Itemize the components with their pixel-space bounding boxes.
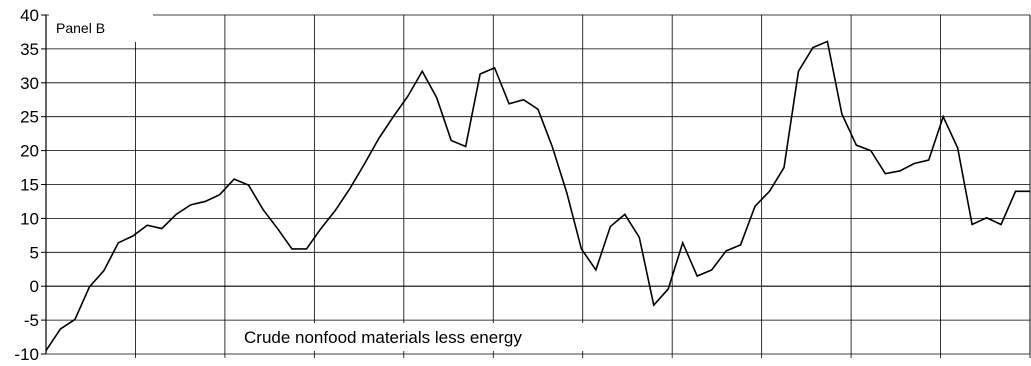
- y-tick-label: 10: [20, 209, 39, 228]
- y-axis-tick-labels: 40 35 30 25 20 15 10 5 0 -5 -10: [14, 6, 39, 364]
- y-tick-label: 30: [20, 74, 39, 93]
- grid-lines: [41, 14, 1031, 358]
- panel-label-box: [49, 14, 153, 42]
- y-tick-label: 15: [20, 176, 39, 195]
- y-tick-label: 40: [20, 6, 39, 25]
- y-tick-label: -10: [14, 345, 39, 364]
- y-tick-label: 25: [20, 108, 39, 127]
- annotation-box: [239, 323, 601, 351]
- y-tick-label: 0: [30, 277, 39, 296]
- panel-label: Panel B: [56, 20, 105, 36]
- data-points: [45, 40, 1031, 351]
- y-tick-label: 5: [30, 243, 39, 262]
- y-tick-label: 20: [20, 142, 39, 161]
- chart-annotation: Crude nonfood materials less energy: [244, 328, 522, 347]
- y-tick-label: -5: [24, 311, 39, 330]
- y-tick-label: 35: [20, 40, 39, 59]
- series-line: [45, 40, 1030, 352]
